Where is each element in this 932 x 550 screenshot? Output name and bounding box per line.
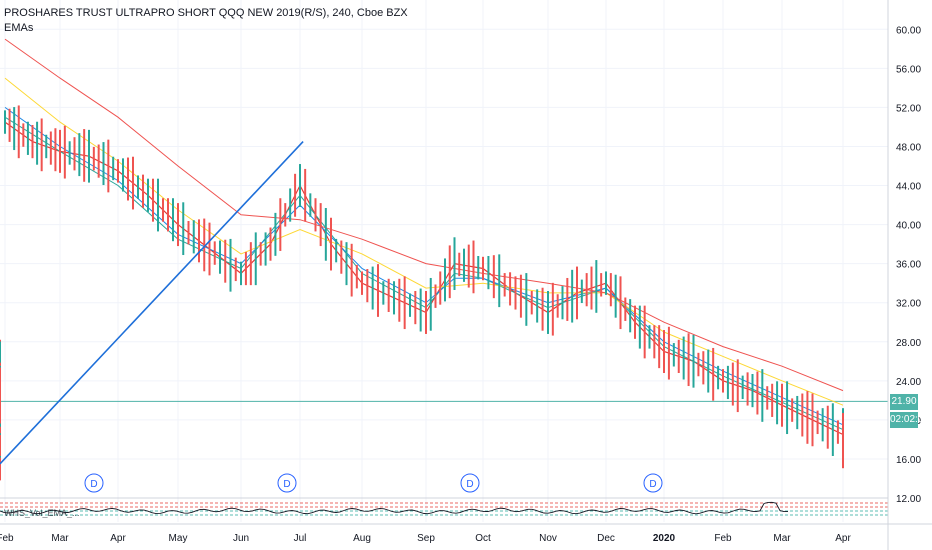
time-tick-label: Jul (294, 533, 307, 544)
oscillator-label: WHS_Vol_EMA_... (4, 508, 80, 518)
dividend-marker[interactable] (84, 473, 104, 493)
last-price-tag: 21.90 (890, 394, 918, 410)
countdown-tag: 02:02:04 (890, 412, 929, 428)
time-tick-label: Dec (597, 533, 615, 544)
time-tick-label: Sep (417, 533, 435, 544)
time-tick-label: Mar (51, 533, 69, 544)
price-tick-label: 24.00 (896, 377, 921, 388)
time-tick-label: Feb (0, 533, 14, 544)
price-tick-label: 48.00 (896, 142, 921, 153)
price-tick-label: 52.00 (896, 103, 921, 114)
series-line-4 (4, 38, 844, 392)
dividend-marker[interactable] (277, 473, 297, 493)
price-tick-label: 44.00 (896, 182, 921, 193)
time-tick-label: May (169, 533, 188, 544)
chart-legend: PROSHARES TRUST ULTRAPRO SHORT QQQ NEW 2… (4, 6, 408, 36)
time-tick-label: Feb (714, 533, 732, 544)
price-tick-label: 36.00 (896, 260, 921, 271)
dividend-marker-label: D (649, 479, 656, 490)
time-tick-label: Oct (475, 533, 491, 544)
price-tick-label: 60.00 (896, 25, 921, 36)
time-tick-label: Apr (110, 533, 126, 544)
dividend-marker-label: D (90, 479, 97, 490)
trend-line[interactable] (0, 141, 304, 465)
time-tick-label: Apr (835, 533, 851, 544)
dividend-marker[interactable] (460, 473, 480, 493)
dividend-marker-label: D (466, 479, 473, 490)
price-tick-label: 32.00 (896, 299, 921, 310)
oscillator-line (0, 501, 788, 515)
time-tick-label: Nov (539, 533, 557, 544)
time-tick-label: Mar (773, 533, 791, 544)
price-tick-label: 40.00 (896, 221, 921, 232)
price-tick-label: 28.00 (896, 338, 921, 349)
chart-title: PROSHARES TRUST ULTRAPRO SHORT QQQ NEW 2… (4, 7, 408, 19)
time-tick-label: Aug (353, 533, 371, 544)
dividend-marker-label: D (283, 479, 290, 490)
dividend-marker[interactable] (643, 473, 663, 493)
price-tick-label: 56.00 (896, 64, 921, 75)
price-tick-label: 16.00 (896, 455, 921, 466)
indicator-label: EMAs (4, 22, 34, 34)
time-tick-label: 2020 (653, 533, 676, 544)
time-tick-label: Jun (233, 533, 249, 544)
price-tick-label: 12.00 (896, 494, 921, 505)
